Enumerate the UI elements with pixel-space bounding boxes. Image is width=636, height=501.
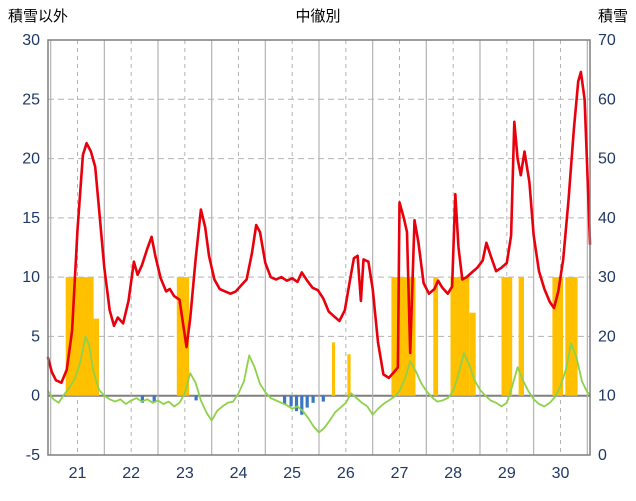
left-tick-label: 20 xyxy=(22,151,40,168)
right-tick-label: 0 xyxy=(598,447,607,464)
x-tick-label: 24 xyxy=(230,465,248,482)
right-tick-label: 10 xyxy=(598,388,616,405)
left-axis-title: 積雪以外 xyxy=(8,8,69,25)
x-tick-label: 29 xyxy=(498,465,516,482)
x-tick-label: 30 xyxy=(552,465,570,482)
blue-bars xyxy=(152,395,156,402)
orange-bars xyxy=(331,342,336,396)
left-tick-label: 0 xyxy=(31,388,40,405)
blue-bars xyxy=(305,395,309,408)
right-tick-label: 70 xyxy=(598,32,616,49)
orange-bars xyxy=(565,277,578,396)
right-tick-label: 20 xyxy=(598,328,616,345)
blue-bars xyxy=(289,395,293,407)
right-tick-label: 50 xyxy=(598,151,616,168)
right-tick-label: 60 xyxy=(598,91,616,108)
chart-title: 中徹別 xyxy=(295,8,341,25)
orange-bars xyxy=(347,354,351,396)
left-tick-label: 15 xyxy=(22,210,40,227)
x-tick-label: 22 xyxy=(122,465,140,482)
orange-bars xyxy=(93,318,99,396)
orange-bars xyxy=(450,277,470,396)
left-tick-label: 25 xyxy=(22,91,40,108)
orange-bars xyxy=(501,277,513,396)
blue-bars xyxy=(300,395,304,415)
blue-bars xyxy=(294,395,299,412)
right-tick-label: 40 xyxy=(598,210,616,227)
x-tick-label: 27 xyxy=(391,465,409,482)
left-tick-label: -5 xyxy=(26,447,40,464)
blue-bars xyxy=(311,395,315,403)
red-line xyxy=(46,70,592,384)
x-tick-label: 28 xyxy=(444,465,462,482)
orange-bars xyxy=(518,277,524,396)
orange-bars xyxy=(552,277,564,396)
plot-frame xyxy=(47,39,591,456)
blue-bars xyxy=(140,395,144,403)
left-tick-label: 10 xyxy=(22,269,40,286)
orange-bars xyxy=(65,277,94,396)
x-tick-label: 23 xyxy=(176,465,194,482)
blue-bars xyxy=(321,395,325,402)
right-axis-title: 積雪 xyxy=(597,8,628,25)
orange-bars xyxy=(433,277,439,396)
x-tick-label: 25 xyxy=(283,465,301,482)
right-tick-label: 30 xyxy=(598,269,616,286)
green-line xyxy=(47,335,591,434)
blue-bars xyxy=(283,395,287,404)
x-tick-label: 26 xyxy=(337,465,355,482)
left-tick-label: 5 xyxy=(31,328,40,345)
left-tick-label: 30 xyxy=(22,32,40,49)
x-tick-label: 21 xyxy=(69,465,87,482)
blue-bars xyxy=(194,395,198,401)
orange-bars xyxy=(469,312,476,396)
